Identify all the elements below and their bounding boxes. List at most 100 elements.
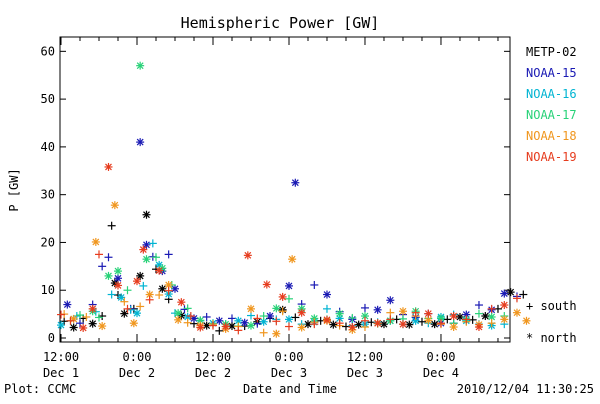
data-point [424,316,433,325]
x-axis-label: Date and Time [243,382,337,396]
data-point [215,326,224,335]
x-tick-time: 12:00 [347,350,383,364]
data-point [183,318,192,327]
data-point [284,281,293,290]
data-point [196,316,205,325]
data-point [104,271,113,280]
data-point [88,304,97,313]
data-point [284,322,293,331]
y-tick-label: 60 [41,44,55,58]
data-point [170,284,179,293]
x-tick-time: 0:00 [123,350,152,364]
data-point [174,315,183,324]
data-point [155,266,164,275]
data-point [104,162,113,171]
x-tick-date: Dec 3 [347,366,383,380]
data-point [66,316,75,325]
legend-entry: NOAA-18 [526,129,577,143]
data-point [136,61,145,70]
legend-entry: METP-02 [526,45,577,59]
data-point [500,289,509,298]
data-point [75,311,84,320]
x-tick-date: Dec 4 [423,366,459,380]
data-point [246,321,255,330]
data-point [259,312,268,321]
plot-frame [59,36,511,343]
data-point [186,312,195,321]
data-point [208,321,217,330]
data-point [335,309,344,318]
data-point [348,323,357,332]
x-tick-time: 0:00 [427,350,456,364]
data-point [455,312,464,321]
data-point [259,328,268,337]
data-point [329,320,338,329]
data-point [297,308,306,317]
data-point [398,307,407,316]
data-point [310,280,319,289]
y-tick-label: 30 [41,188,55,202]
data-point [512,294,521,303]
series-legend: METP-02 NOAA-15 NOAA-16 NOAA-17 NOAA-18 NOAA-… [526,45,577,164]
plot-credit: Plot: CCMC [4,382,76,396]
data-point [145,295,154,304]
data-point [278,292,287,301]
data-point [506,288,515,297]
data-point [196,323,205,332]
data-point [88,319,97,328]
data-point [151,253,160,262]
data-point [449,312,458,321]
data-point [183,304,192,313]
data-point [123,286,132,295]
data-point [142,255,151,264]
data-point [310,320,319,329]
x-tick-date: Dec 2 [119,366,155,380]
data-point [243,251,252,260]
data-point [288,255,297,264]
data-point [155,291,164,299]
data-point [519,290,528,299]
data-point [481,312,490,321]
data-point [487,319,496,328]
data-point [132,277,141,286]
data-point [215,316,224,325]
y-axis-label: P [GW] [7,168,21,211]
data-point [227,314,236,323]
data-point [158,284,167,293]
data-point [107,290,116,299]
data-point [512,308,521,317]
data-point [91,237,100,246]
data-point [132,309,141,318]
data-point [474,309,483,318]
x-tick-time: 12:00 [195,350,231,364]
data-point [373,319,382,328]
marker-legend-north: * north [526,331,577,345]
data-point [386,315,395,324]
data-point [405,320,414,329]
data-point [500,301,509,310]
data-point [82,312,91,321]
legend-entry: NOAA-17 [526,108,577,122]
data-point [75,319,84,328]
x-tick-date: Dec 2 [195,366,231,380]
data-point [164,286,173,295]
data-point [113,274,122,283]
data-point [142,210,151,219]
data-point [348,313,357,322]
data-point [259,317,268,326]
data-point [487,304,496,313]
x-tick-time: 12:00 [43,350,79,364]
data-point [240,318,249,327]
data-point [113,281,122,290]
data-point [522,316,531,325]
data-point [284,294,293,303]
data-point [79,323,88,332]
data-point [148,239,157,248]
data-point [449,323,458,332]
y-tick-label: 10 [41,283,55,297]
y-axis: 0 10 20 30 40 50 60 [41,44,510,345]
data-point [139,245,148,254]
y-tick-label: 20 [41,235,55,249]
marker-legend-south: + south [526,299,577,313]
data-point [142,240,151,249]
